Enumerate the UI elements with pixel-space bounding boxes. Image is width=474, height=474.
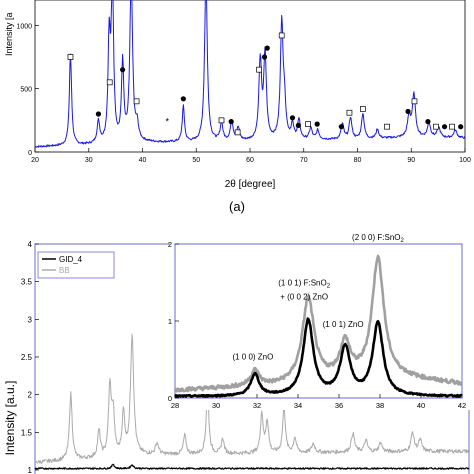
x-tick-label: 38: [376, 401, 384, 410]
peak-annotation: (1 0 1) ZnO: [323, 320, 364, 329]
zno-circle-marker: [261, 54, 268, 60]
xrd-trace-a: [34, 0, 466, 148]
y-tick-label: 1: [168, 317, 172, 326]
inset-background: [170, 240, 470, 410]
y-tick-label: 2: [168, 240, 172, 249]
ticks-b: 1 1.5 2 2.5 3 3.5 4: [21, 240, 39, 474]
x-tick-label: 90: [407, 157, 415, 164]
zno-circle-marker: [425, 119, 431, 125]
y-tick-label: 3.5: [21, 278, 33, 287]
bb-trace-b: [34, 333, 470, 464]
y-axis-label-a: Intensity [a: [4, 12, 14, 56]
zno-circle-marker: [264, 45, 270, 51]
zno-circle-marker: [458, 124, 464, 130]
zno-circle-marker: [95, 111, 102, 117]
zno-circle-marker: [289, 115, 296, 121]
y-tick-label: 3: [28, 315, 33, 324]
star-marker: *: [165, 117, 169, 127]
peak-annotation: (2 0 0) F:SnO2: [352, 233, 404, 244]
phase-markers-a: *: [67, 32, 464, 136]
x-tick-label: 80: [354, 157, 362, 164]
peak-annotations: (2 0 0) F:SnO2 (1 0 1) F:SnO2 + (0 0 2) Zn…: [232, 233, 404, 361]
x-tick-label: 100: [459, 157, 471, 164]
x-tick-label: 60: [246, 157, 254, 164]
sno2-square-marker: [449, 123, 455, 130]
x-axis-label-a: 2θ [degree]: [225, 179, 276, 190]
legend: GID_4 BB: [37, 251, 115, 279]
sno2-square-marker: [433, 123, 439, 130]
y-tick-label: 2.5: [21, 353, 33, 362]
zno-circle-marker: [228, 119, 234, 125]
y-tick-label: 2: [28, 391, 33, 400]
sno2-square-marker: [234, 129, 241, 136]
x-tick-label: 42: [458, 401, 466, 410]
x-tick-label: 28: [171, 401, 179, 410]
x-tick-label: 20: [31, 157, 39, 164]
zno-circle-marker: [180, 96, 186, 102]
zno-circle-marker: [441, 124, 448, 130]
legend-box: [37, 251, 115, 279]
y-axis-label-b: Intensity [a.u.]: [3, 381, 17, 456]
inset-chart: 28 30 32 34 36 38 40 42 0 1 2 (2 0 0) F:SnO2 (1 0 1…: [168, 233, 470, 410]
sno2-square-marker: [256, 66, 262, 73]
zno-circle-marker: [338, 124, 344, 130]
y-tick-label: 4: [28, 240, 33, 249]
sno2-square-marker: [305, 121, 311, 127]
legend-label-bb: BB: [59, 266, 70, 275]
sno2-square-marker: [67, 54, 74, 60]
x-tick-label: 70: [300, 157, 308, 164]
ticks-inset: 28 30 32 34 36 38 40 42 0 1 2: [168, 240, 466, 410]
x-tick-label: 50: [192, 157, 200, 164]
sno2-square-marker: [133, 98, 140, 105]
zno-circle-marker: [295, 122, 301, 128]
y-tick-label: 1.5: [21, 428, 33, 437]
y-tick-label: 500: [20, 87, 32, 94]
y-tick-label: 0: [168, 394, 172, 403]
y-tick-label: 0: [28, 150, 32, 157]
gid4-trace-b: [34, 463, 470, 470]
sno2-square-marker: [106, 79, 113, 86]
peak-annotation: (1 0 1) F:SnO2: [278, 279, 330, 290]
peak-annotation: (1 0 0) ZnO: [232, 353, 273, 362]
zno-circle-marker: [314, 121, 320, 127]
bb-trace-inset: [173, 254, 463, 393]
y-tick-label: 1: [28, 466, 33, 474]
sno2-square-marker: [346, 109, 353, 116]
x-tick-label: 34: [294, 401, 302, 410]
gid4-trace-inset: [174, 317, 463, 398]
y-tick-label: 1000: [16, 23, 32, 30]
zno-circle-marker: [120, 67, 126, 73]
sno2-square-marker: [411, 98, 418, 105]
sno2-square-marker: [278, 32, 285, 39]
sno2-square-marker: [218, 117, 225, 124]
x-tick-label: 30: [212, 401, 220, 410]
x-tick-label: 30: [85, 157, 93, 164]
sno2-square-marker: [360, 106, 366, 112]
x-tick-label: 40: [139, 157, 147, 164]
legend-label-gid4: GID_4: [59, 255, 83, 264]
panel-label-a: (a): [229, 199, 245, 214]
sno2-square-marker: [384, 123, 390, 130]
x-tick-label: 40: [417, 401, 425, 410]
peak-annotation: + (0 0 2) ZnO: [280, 292, 328, 301]
zno-circle-marker: [405, 108, 411, 115]
x-tick-label: 36: [335, 401, 343, 410]
x-tick-label: 32: [253, 401, 261, 410]
